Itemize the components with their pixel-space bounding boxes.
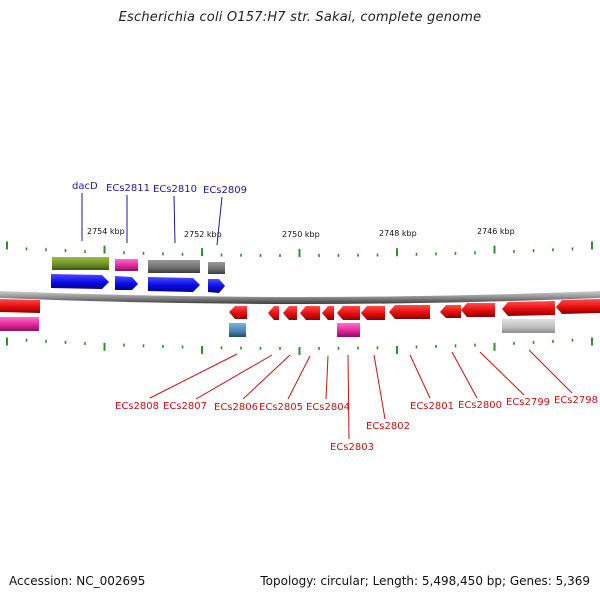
top-leader-lines (81, 193, 223, 246)
gene-label-dacd[interactable]: dacD (72, 181, 98, 192)
reverse-cds-arrow[interactable] (556, 299, 600, 314)
bottom-leader-lines (149, 349, 573, 440)
forward-cds-arrow[interactable] (115, 276, 138, 290)
reverse-cds-arrow[interactable] (0, 299, 40, 313)
scale-labels: 2754 kbp 2752 kbp 2750 kbp 2748 kbp 2746… (87, 227, 515, 239)
tick-label-2752: 2752 kbp (184, 230, 222, 239)
bottom-gene-track (0, 317, 555, 337)
tick-label-2746: 2746 kbp (477, 227, 515, 236)
outer-tick-ring (6, 241, 593, 257)
gene-label-ecs2808[interactable]: ECs2808 (115, 401, 159, 412)
gene-bar-ecs2810[interactable] (148, 260, 200, 273)
top-gene-labels: dacD ECs2811 ECs2810 ECs2809 (72, 181, 247, 196)
tick-label-2750: 2750 kbp (282, 230, 320, 239)
genome-summary-text: Topology: circular; Length: 5,498,450 bp… (260, 574, 590, 588)
inner-tick-ring (6, 337, 593, 355)
forward-cds-arrow[interactable] (148, 277, 200, 292)
gene-label-ecs2807[interactable]: ECs2807 (163, 401, 207, 412)
forward-cds-arrow[interactable] (208, 279, 225, 293)
reverse-cds-track (0, 299, 600, 320)
reverse-cds-arrow[interactable] (337, 306, 360, 320)
gene-label-ecs2811[interactable]: ECs2811 (106, 183, 150, 194)
reverse-cds-arrow[interactable] (283, 306, 297, 320)
gene-label-ecs2806[interactable]: ECs2806 (214, 402, 258, 413)
gene-label-ecs2810[interactable]: ECs2810 (153, 184, 197, 195)
gene-label-ecs2804[interactable]: ECs2804 (306, 402, 350, 413)
gene-label-ecs2801[interactable]: ECs2801 (410, 401, 454, 412)
reverse-cds-arrow[interactable] (322, 306, 334, 320)
reverse-cds-arrow[interactable] (300, 306, 320, 320)
gene-bar-ecs2809[interactable] (208, 262, 225, 274)
reverse-cds-arrow[interactable] (229, 306, 247, 319)
gene-bar-ecs2811[interactable] (115, 259, 138, 271)
reverse-cds-arrow[interactable] (268, 306, 279, 320)
map-title: Escherichia coli O157:H7 str. Sakai, com… (118, 10, 482, 25)
tick-label-2748: 2748 kbp (379, 229, 417, 238)
gene-label-ecs2809[interactable]: ECs2809 (203, 185, 247, 196)
genome-backbone (0, 291, 600, 304)
top-gene-track (52, 257, 225, 274)
gene-label-ecs2805[interactable]: ECs2805 (259, 402, 303, 413)
reverse-cds-arrow[interactable] (389, 305, 430, 319)
gene-label-ecs2799[interactable]: ECs2799 (506, 397, 550, 408)
forward-cds-track (51, 274, 225, 293)
tick-label-2754: 2754 kbp (87, 227, 125, 236)
gene-bar-ecs2798[interactable] (502, 319, 555, 333)
forward-cds-arrow[interactable] (51, 274, 109, 289)
gene-label-ecs2803[interactable]: ECs2803 (330, 442, 374, 453)
gene-bar-dacd[interactable] (52, 257, 109, 270)
accession-text: Accession: NC_002695 (9, 574, 146, 588)
gene-label-ecs2800[interactable]: ECs2800 (458, 400, 502, 411)
gene-label-ecs2798[interactable]: ECs2798 (554, 395, 598, 406)
gene-bar-left-magenta[interactable] (0, 317, 39, 331)
reverse-cds-arrow[interactable] (502, 301, 555, 316)
gene-label-ecs2802[interactable]: ECs2802 (366, 421, 410, 432)
gene-bar-ecs2803[interactable] (337, 323, 360, 337)
reverse-cds-arrow[interactable] (361, 306, 385, 320)
reverse-cds-arrow[interactable] (461, 303, 495, 317)
bottom-gene-labels: ECs2808 ECs2807 ECs2806 ECs2805 ECs2804 … (115, 395, 598, 453)
gene-bar-ecs2808[interactable] (229, 323, 246, 337)
reverse-cds-arrow[interactable] (440, 305, 461, 318)
